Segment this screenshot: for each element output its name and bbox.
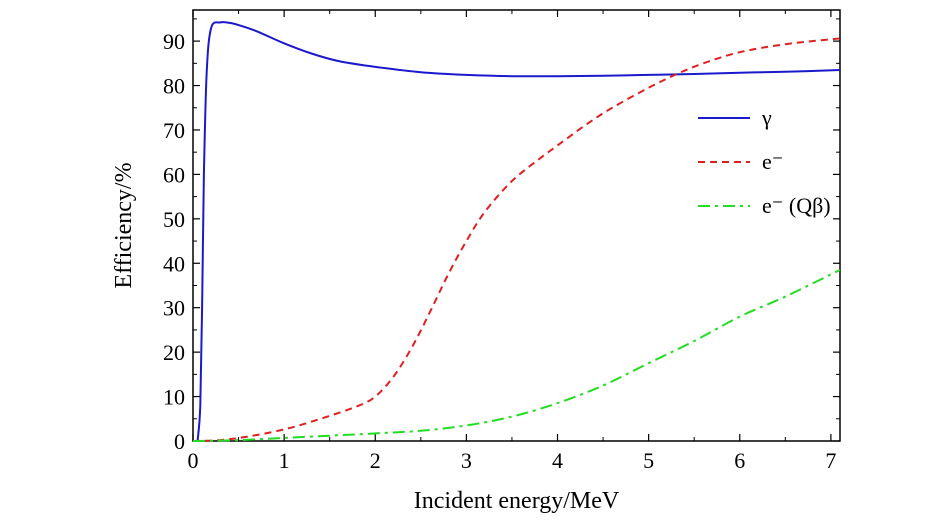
x-axis-title: Incident energy/MeV [414,488,620,514]
y-tick-label: 10 [163,385,185,410]
y-tick-label: 0 [174,429,185,454]
y-tick-label: 80 [163,74,185,99]
series-line-electron-q-beta [192,269,841,442]
y-tick-label: 30 [163,296,185,321]
legend-label-electron-q-beta: e⁻ (Qβ) [762,193,831,218]
series-line-gamma [196,21,841,442]
x-tick-label: 0 [188,448,199,473]
x-tick-label: 3 [461,448,472,473]
series-line-electron [192,37,841,442]
y-tick-label: 50 [163,207,185,232]
plot-frame [192,9,841,442]
y-tick-label: 90 [163,29,185,54]
y-tick-label: 40 [163,251,185,276]
legend: γ e⁻ e⁻ (Qβ) [698,105,831,218]
x-tick-label: 1 [279,448,290,473]
legend-label-gamma: γ [761,105,772,130]
legend-label-electron: e⁻ [762,149,783,174]
plot-border [192,9,841,442]
y-tick-label: 60 [163,162,185,187]
x-tick-label: 5 [643,448,654,473]
x-tick-label: 6 [734,448,745,473]
y-axis-title: Efficiency/% [111,162,137,288]
x-tick-label: 2 [370,448,381,473]
y-tick-label: 20 [163,340,185,365]
x-tick-label: 4 [552,448,563,473]
series-layer [192,21,841,442]
y-tick-label: 70 [163,118,185,143]
x-tick-label: 7 [825,448,836,473]
